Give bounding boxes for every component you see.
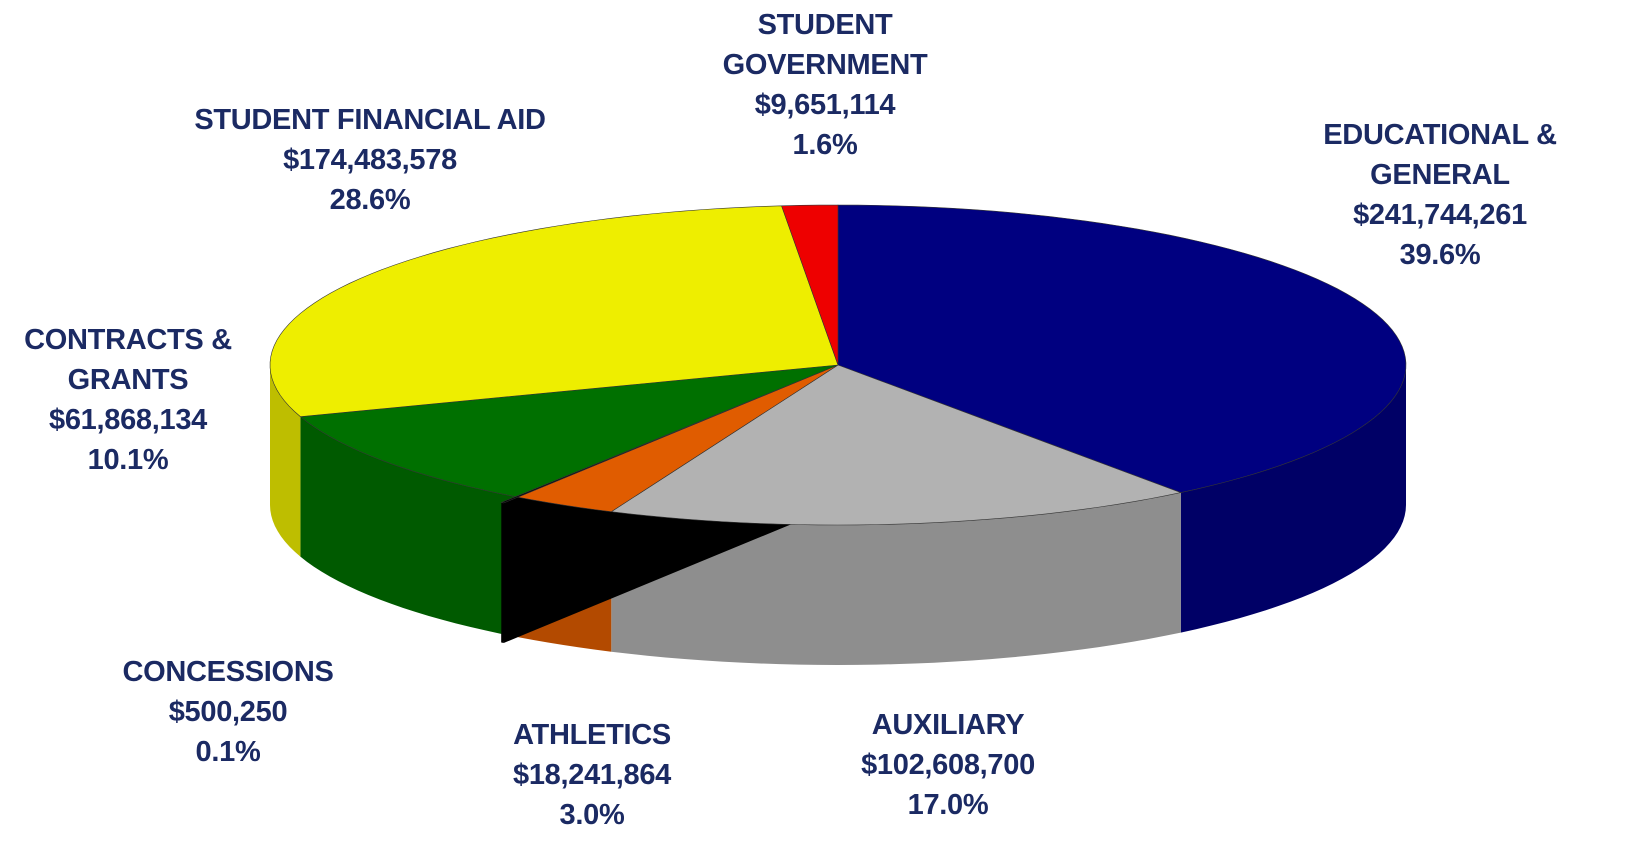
slice-label: STUDENT FINANCIAL AID $174,483,578 28.6% [190, 100, 550, 220]
percent-label: 10.1% [87, 444, 169, 476]
category-name: ATHLETICS [513, 719, 671, 751]
percent-label: 39.6% [1399, 239, 1481, 271]
slice-label: CONCESSIONS $500,250 0.1% [88, 652, 368, 772]
percent-label: 17.0% [907, 789, 989, 821]
slice-side [1180, 365, 1406, 633]
slice [299, 364, 839, 498]
slice [837, 204, 1407, 493]
percent-label: 1.6% [792, 129, 858, 161]
category-name: CONTRACTS & GRANTS [24, 324, 232, 396]
value-label: $61,868,134 [49, 404, 207, 436]
slice-label: AUXILIARY $102,608,700 17.0% [818, 705, 1078, 825]
slice-side [300, 416, 516, 637]
slice [269, 205, 839, 417]
slice [610, 364, 1182, 526]
percent-label: 0.1% [195, 736, 261, 768]
value-label: $500,250 [168, 696, 288, 728]
value-label: $241,744,261 [1353, 199, 1527, 231]
category-name: STUDENT GOVERNMENT [722, 9, 928, 81]
slice-label: ATHLETICS $18,241,864 3.0% [472, 715, 712, 835]
slice [781, 204, 839, 366]
value-label: $18,241,864 [513, 759, 671, 791]
value-label: $9,651,114 [754, 89, 896, 121]
percent-label: 28.6% [329, 184, 411, 216]
slice-label: EDUCATIONAL & GENERAL $241,744,261 39.6% [1305, 115, 1575, 275]
category-name: EDUCATIONAL & GENERAL [1323, 119, 1557, 191]
slice-tops [269, 204, 1407, 526]
value-label: $102,608,700 [861, 749, 1035, 781]
category-name: AUXILIARY [871, 709, 1025, 741]
value-label: $174,483,578 [283, 144, 457, 176]
category-name: STUDENT FINANCIAL AID [194, 104, 546, 136]
percent-label: 3.0% [559, 799, 625, 831]
slice-side [270, 365, 301, 557]
slice [516, 364, 839, 513]
slice-label: STUDENT GOVERNMENT $9,651,114 1.6% [695, 5, 955, 165]
slice-label: CONTRACTS & GRANTS $61,868,134 10.1% [0, 320, 263, 480]
category-name: CONCESSIONS [122, 656, 334, 688]
